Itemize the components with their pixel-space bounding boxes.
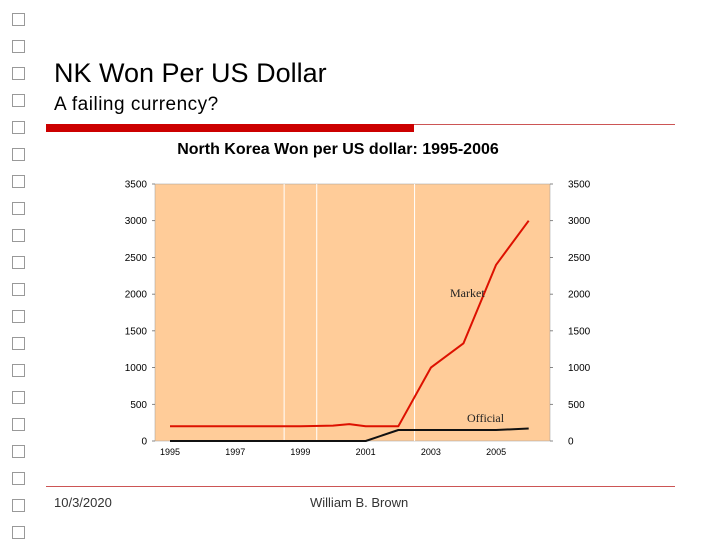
bullet-box-icon (12, 499, 25, 512)
y-tick-label-left: 0 (141, 437, 147, 448)
bullet-box-icon (12, 364, 25, 377)
bullet-box-icon (12, 256, 25, 269)
y-tick-label-right: 2500 (568, 253, 591, 264)
y-tick-label-right: 3000 (568, 216, 591, 227)
bullet-box-icon (12, 472, 25, 485)
bullet-box-icon (12, 202, 25, 215)
series-label-official: Official (467, 411, 505, 425)
bullet-box-icon (12, 40, 25, 53)
y-tick-label-left: 3000 (125, 216, 148, 227)
bullet-box-icon (12, 94, 25, 107)
y-tick-label-right: 3500 (568, 180, 591, 191)
footer-date: 10/3/2020 (54, 495, 112, 510)
x-tick-label: 1997 (225, 447, 245, 457)
bullet-box-icon (12, 310, 25, 323)
x-tick-label: 1999 (290, 447, 310, 457)
bullet-box-icon (12, 148, 25, 161)
x-axis: 1995 1997 1999 2001 2003 2005 (160, 447, 506, 457)
line-chart: North Korea Won per US dollar: 1995-2006… (125, 141, 591, 457)
y-axis-left: 0 500 1000 1500 2000 2500 3000 3500 (125, 180, 155, 448)
y-tick-label-right: 0 (568, 437, 574, 448)
bullet-box-icon (12, 445, 25, 458)
bullet-box-icon (12, 391, 25, 404)
x-tick-label: 2001 (356, 447, 376, 457)
series-label-market: Market (450, 286, 485, 300)
x-tick-label: 2005 (486, 447, 506, 457)
y-axis-right: 0 500 1000 1500 2000 2500 3000 3500 (550, 180, 591, 448)
y-tick-label-right: 1500 (568, 326, 591, 337)
y-tick-label-left: 2500 (125, 253, 148, 264)
series-line-official (170, 427, 529, 442)
y-tick-label-left: 2000 (125, 290, 148, 301)
slide-title: NK Won Per US Dollar (54, 58, 327, 88)
x-tick-label: 1995 (160, 447, 180, 457)
y-tick-label-left: 3500 (125, 180, 148, 191)
y-tick-label-right: 1000 (568, 363, 591, 374)
bullet-box-icon (12, 418, 25, 431)
slide-subtitle: A failing currency? (54, 94, 219, 115)
bullet-box-icon (12, 229, 25, 242)
x-tick-label: 2003 (421, 447, 441, 457)
title-rule-accent (46, 124, 414, 132)
title-rule-line (414, 124, 675, 125)
plot-area (154, 183, 551, 442)
bullet-box-icon (12, 67, 25, 80)
series-line-market (170, 220, 530, 428)
bullet-box-icon (12, 121, 25, 134)
bullet-box-icon (12, 337, 25, 350)
y-tick-label-left: 500 (130, 400, 147, 411)
footer-author: William B. Brown (310, 495, 409, 510)
y-tick-label-left: 1500 (125, 326, 148, 337)
bullet-box-icon (12, 175, 25, 188)
bullet-box-icon (12, 283, 25, 296)
chart-title: North Korea Won per US dollar: 1995-2006 (177, 141, 499, 158)
bullet-box-icon (12, 13, 25, 26)
footer-rule (46, 486, 675, 487)
y-tick-label-right: 2000 (568, 290, 591, 301)
y-tick-label-left: 1000 (125, 363, 148, 374)
y-tick-label-right: 500 (568, 400, 585, 411)
series-lines (170, 220, 530, 442)
bullet-box-icon (12, 526, 25, 539)
